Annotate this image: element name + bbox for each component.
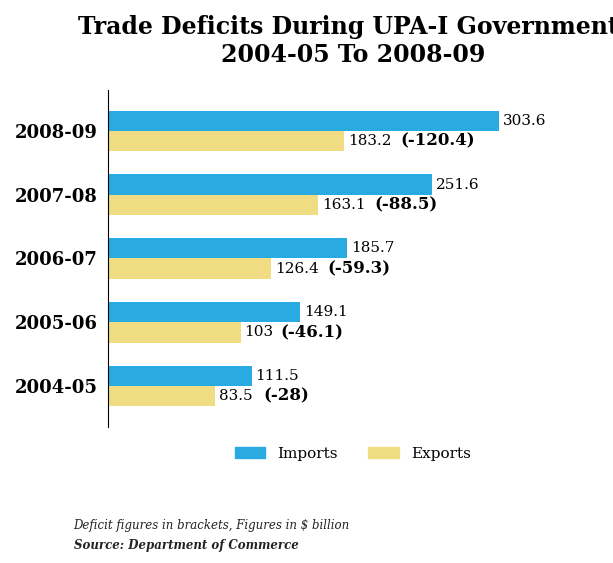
Text: (-88.5): (-88.5) (375, 196, 438, 213)
Text: 183.2: 183.2 (348, 134, 392, 148)
Text: 251.6: 251.6 (436, 177, 480, 191)
Text: 126.4: 126.4 (275, 262, 318, 276)
Text: Source: Department of Commerce: Source: Department of Commerce (74, 539, 299, 552)
Bar (108, 302, 300, 322)
Bar (108, 110, 500, 131)
Text: 111.5: 111.5 (256, 369, 299, 383)
Text: Deficit figures in brackets, Figures in $ billion: Deficit figures in brackets, Figures in … (74, 519, 350, 532)
Text: (-28): (-28) (263, 388, 309, 405)
Bar (108, 238, 348, 258)
Legend: Imports, Exports: Imports, Exports (229, 441, 477, 467)
Text: 185.7: 185.7 (351, 242, 395, 255)
Text: 303.6: 303.6 (503, 114, 547, 128)
Text: 103: 103 (245, 325, 273, 339)
Bar (108, 386, 215, 406)
Text: (-46.1): (-46.1) (280, 324, 343, 341)
Text: 83.5: 83.5 (219, 389, 253, 403)
Text: 149.1: 149.1 (304, 305, 348, 319)
Bar (108, 322, 241, 343)
Title: Trade Deficits During UPA-I Government,
2004-05 To 2008-09: Trade Deficits During UPA-I Government, … (78, 15, 613, 67)
Bar (108, 175, 432, 195)
Bar (108, 258, 271, 279)
Text: (-59.3): (-59.3) (327, 260, 390, 277)
Bar (108, 365, 251, 386)
Bar (108, 131, 344, 151)
Bar (108, 195, 318, 215)
Text: (-120.4): (-120.4) (400, 133, 475, 150)
Text: 163.1: 163.1 (322, 198, 365, 212)
